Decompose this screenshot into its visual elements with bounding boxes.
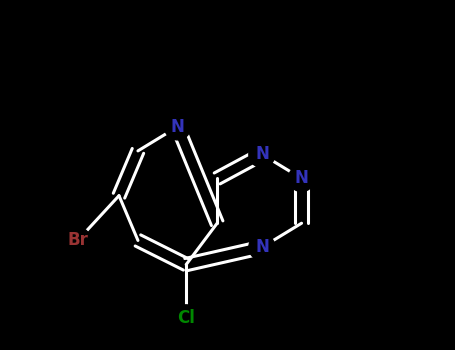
Text: N: N <box>255 145 269 163</box>
Text: Cl: Cl <box>177 309 195 327</box>
Circle shape <box>65 228 91 253</box>
Circle shape <box>249 141 275 167</box>
Text: N: N <box>171 118 184 136</box>
Text: N: N <box>255 238 269 256</box>
Text: Br: Br <box>67 231 88 250</box>
Circle shape <box>164 114 191 140</box>
Circle shape <box>249 234 275 260</box>
Text: N: N <box>295 169 308 188</box>
Circle shape <box>173 305 199 331</box>
Circle shape <box>288 165 315 191</box>
